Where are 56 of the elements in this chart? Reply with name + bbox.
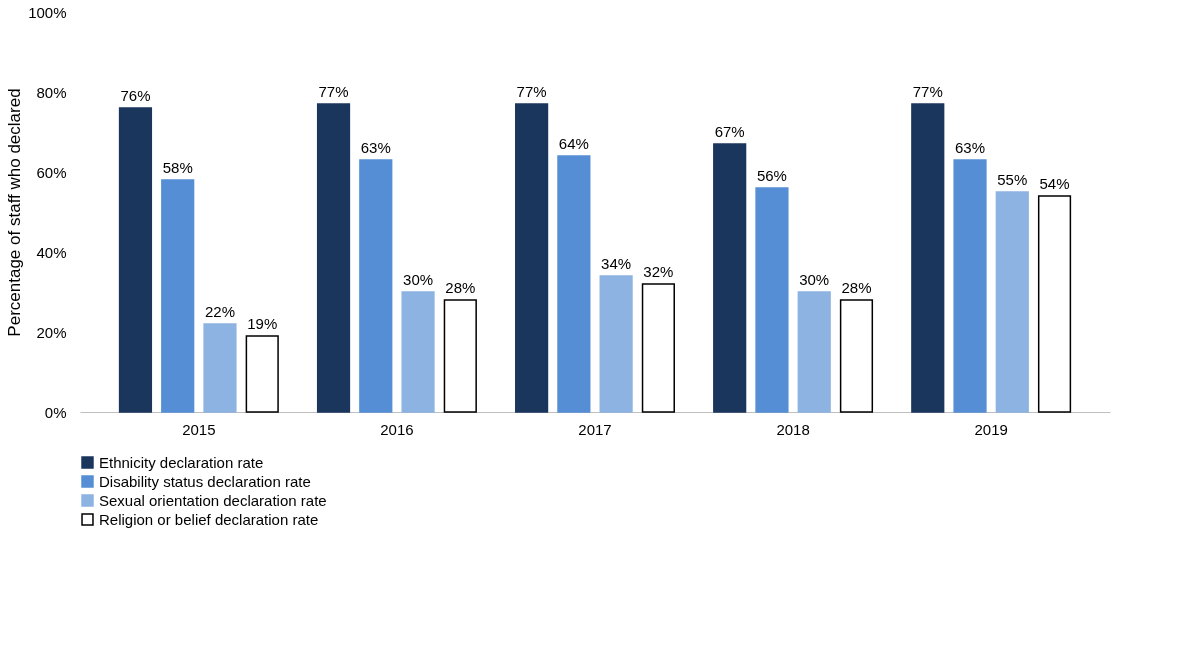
bar <box>245 335 279 413</box>
data-label: 56% <box>756 167 787 184</box>
y-tick-label: 20% <box>36 323 67 341</box>
y-axis-title: Percentage of staff who declared <box>5 88 25 337</box>
data-label: 22% <box>204 303 235 320</box>
bar <box>203 323 237 413</box>
data-label: 30% <box>799 271 830 288</box>
bar <box>316 103 351 413</box>
y-tick-label: 60% <box>36 163 67 181</box>
bar <box>401 291 435 413</box>
y-tick-label: 40% <box>36 243 67 261</box>
legend-label: Ethnicity declaration rate <box>99 453 264 471</box>
y-tick-label: 100% <box>28 3 67 21</box>
bar <box>443 299 477 413</box>
bar <box>359 159 393 413</box>
legend-label: Disability status declaration rate <box>99 472 311 490</box>
data-label: 28% <box>445 279 476 296</box>
data-label: 28% <box>841 279 872 296</box>
bar <box>515 103 549 413</box>
bar <box>557 155 591 413</box>
data-label: 67% <box>714 123 745 140</box>
y-tick-label: 80% <box>36 83 67 101</box>
data-label: 63% <box>360 139 391 156</box>
x-tick-label: 2018 <box>776 420 810 438</box>
data-label: 77% <box>516 83 547 100</box>
bar <box>641 283 675 413</box>
bar <box>161 179 195 413</box>
data-label: 32% <box>643 263 674 280</box>
bar <box>911 103 945 413</box>
bar <box>839 299 874 413</box>
data-label: 58% <box>162 159 193 176</box>
data-label: 34% <box>601 255 632 272</box>
data-label: 64% <box>558 135 589 152</box>
legend-label: Religion or belief declaration rate <box>99 510 319 528</box>
data-label: 76% <box>120 87 151 104</box>
bar <box>755 187 789 413</box>
data-label: 54% <box>1039 175 1070 192</box>
x-tick-label: 2016 <box>380 420 414 438</box>
bar <box>953 159 987 413</box>
bar <box>797 291 831 413</box>
data-label: 77% <box>318 83 349 100</box>
x-tick-label: 2017 <box>578 420 612 438</box>
data-label: 30% <box>403 271 434 288</box>
bar <box>599 275 633 413</box>
bar <box>713 143 747 413</box>
bar <box>995 191 1029 413</box>
legend-label: Sexual orientation declaration rate <box>99 491 327 509</box>
bar <box>1037 195 1072 413</box>
bar <box>118 107 153 413</box>
data-label: 77% <box>912 83 943 100</box>
y-tick-label: 0% <box>44 403 67 421</box>
data-label: 55% <box>997 171 1028 188</box>
x-tick-label: 2015 <box>182 420 216 438</box>
data-label: 63% <box>955 139 986 156</box>
data-label: 19% <box>247 315 278 332</box>
x-tick-label: 2019 <box>974 420 1008 438</box>
